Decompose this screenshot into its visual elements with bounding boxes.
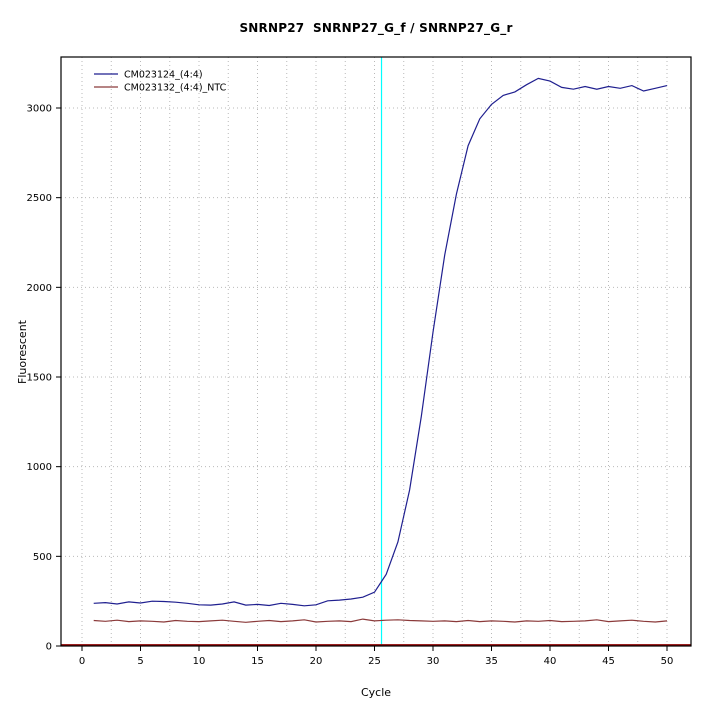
x-tick-label: 15 bbox=[251, 656, 264, 667]
y-tick-label: 0 bbox=[46, 642, 52, 653]
x-tick-label: 40 bbox=[544, 656, 557, 667]
x-axis-label: Cycle bbox=[360, 686, 392, 699]
series-line-1 bbox=[93, 618, 668, 623]
legend-label: CM023124_(4:4) bbox=[124, 70, 203, 81]
x-tick-label: 10 bbox=[193, 656, 206, 667]
chart-title: SNRNP27 SNRNP27_G_f / SNRNP27_G_r bbox=[239, 21, 513, 35]
y-tick-label: 2500 bbox=[27, 193, 52, 204]
series-line-0 bbox=[93, 77, 668, 607]
y-tick-label: 3000 bbox=[27, 104, 52, 115]
y-tick-label: 1000 bbox=[27, 462, 52, 473]
y-tick-label: 500 bbox=[33, 552, 52, 563]
plot-border bbox=[60, 56, 692, 647]
y-tick-label: 2000 bbox=[27, 283, 52, 294]
legend-label: CM023132_(4:4)_NTC bbox=[124, 83, 227, 94]
x-tick-label: 50 bbox=[661, 656, 674, 667]
x-tick-label: 20 bbox=[310, 656, 323, 667]
x-tick-label: 35 bbox=[485, 656, 498, 667]
y-tick-label: 1500 bbox=[27, 373, 52, 384]
x-tick-label: 30 bbox=[427, 656, 440, 667]
x-tick-label: 5 bbox=[137, 656, 143, 667]
x-tick-label: 0 bbox=[79, 656, 85, 667]
x-tick-label: 25 bbox=[368, 656, 381, 667]
x-tick-label: 45 bbox=[602, 656, 615, 667]
